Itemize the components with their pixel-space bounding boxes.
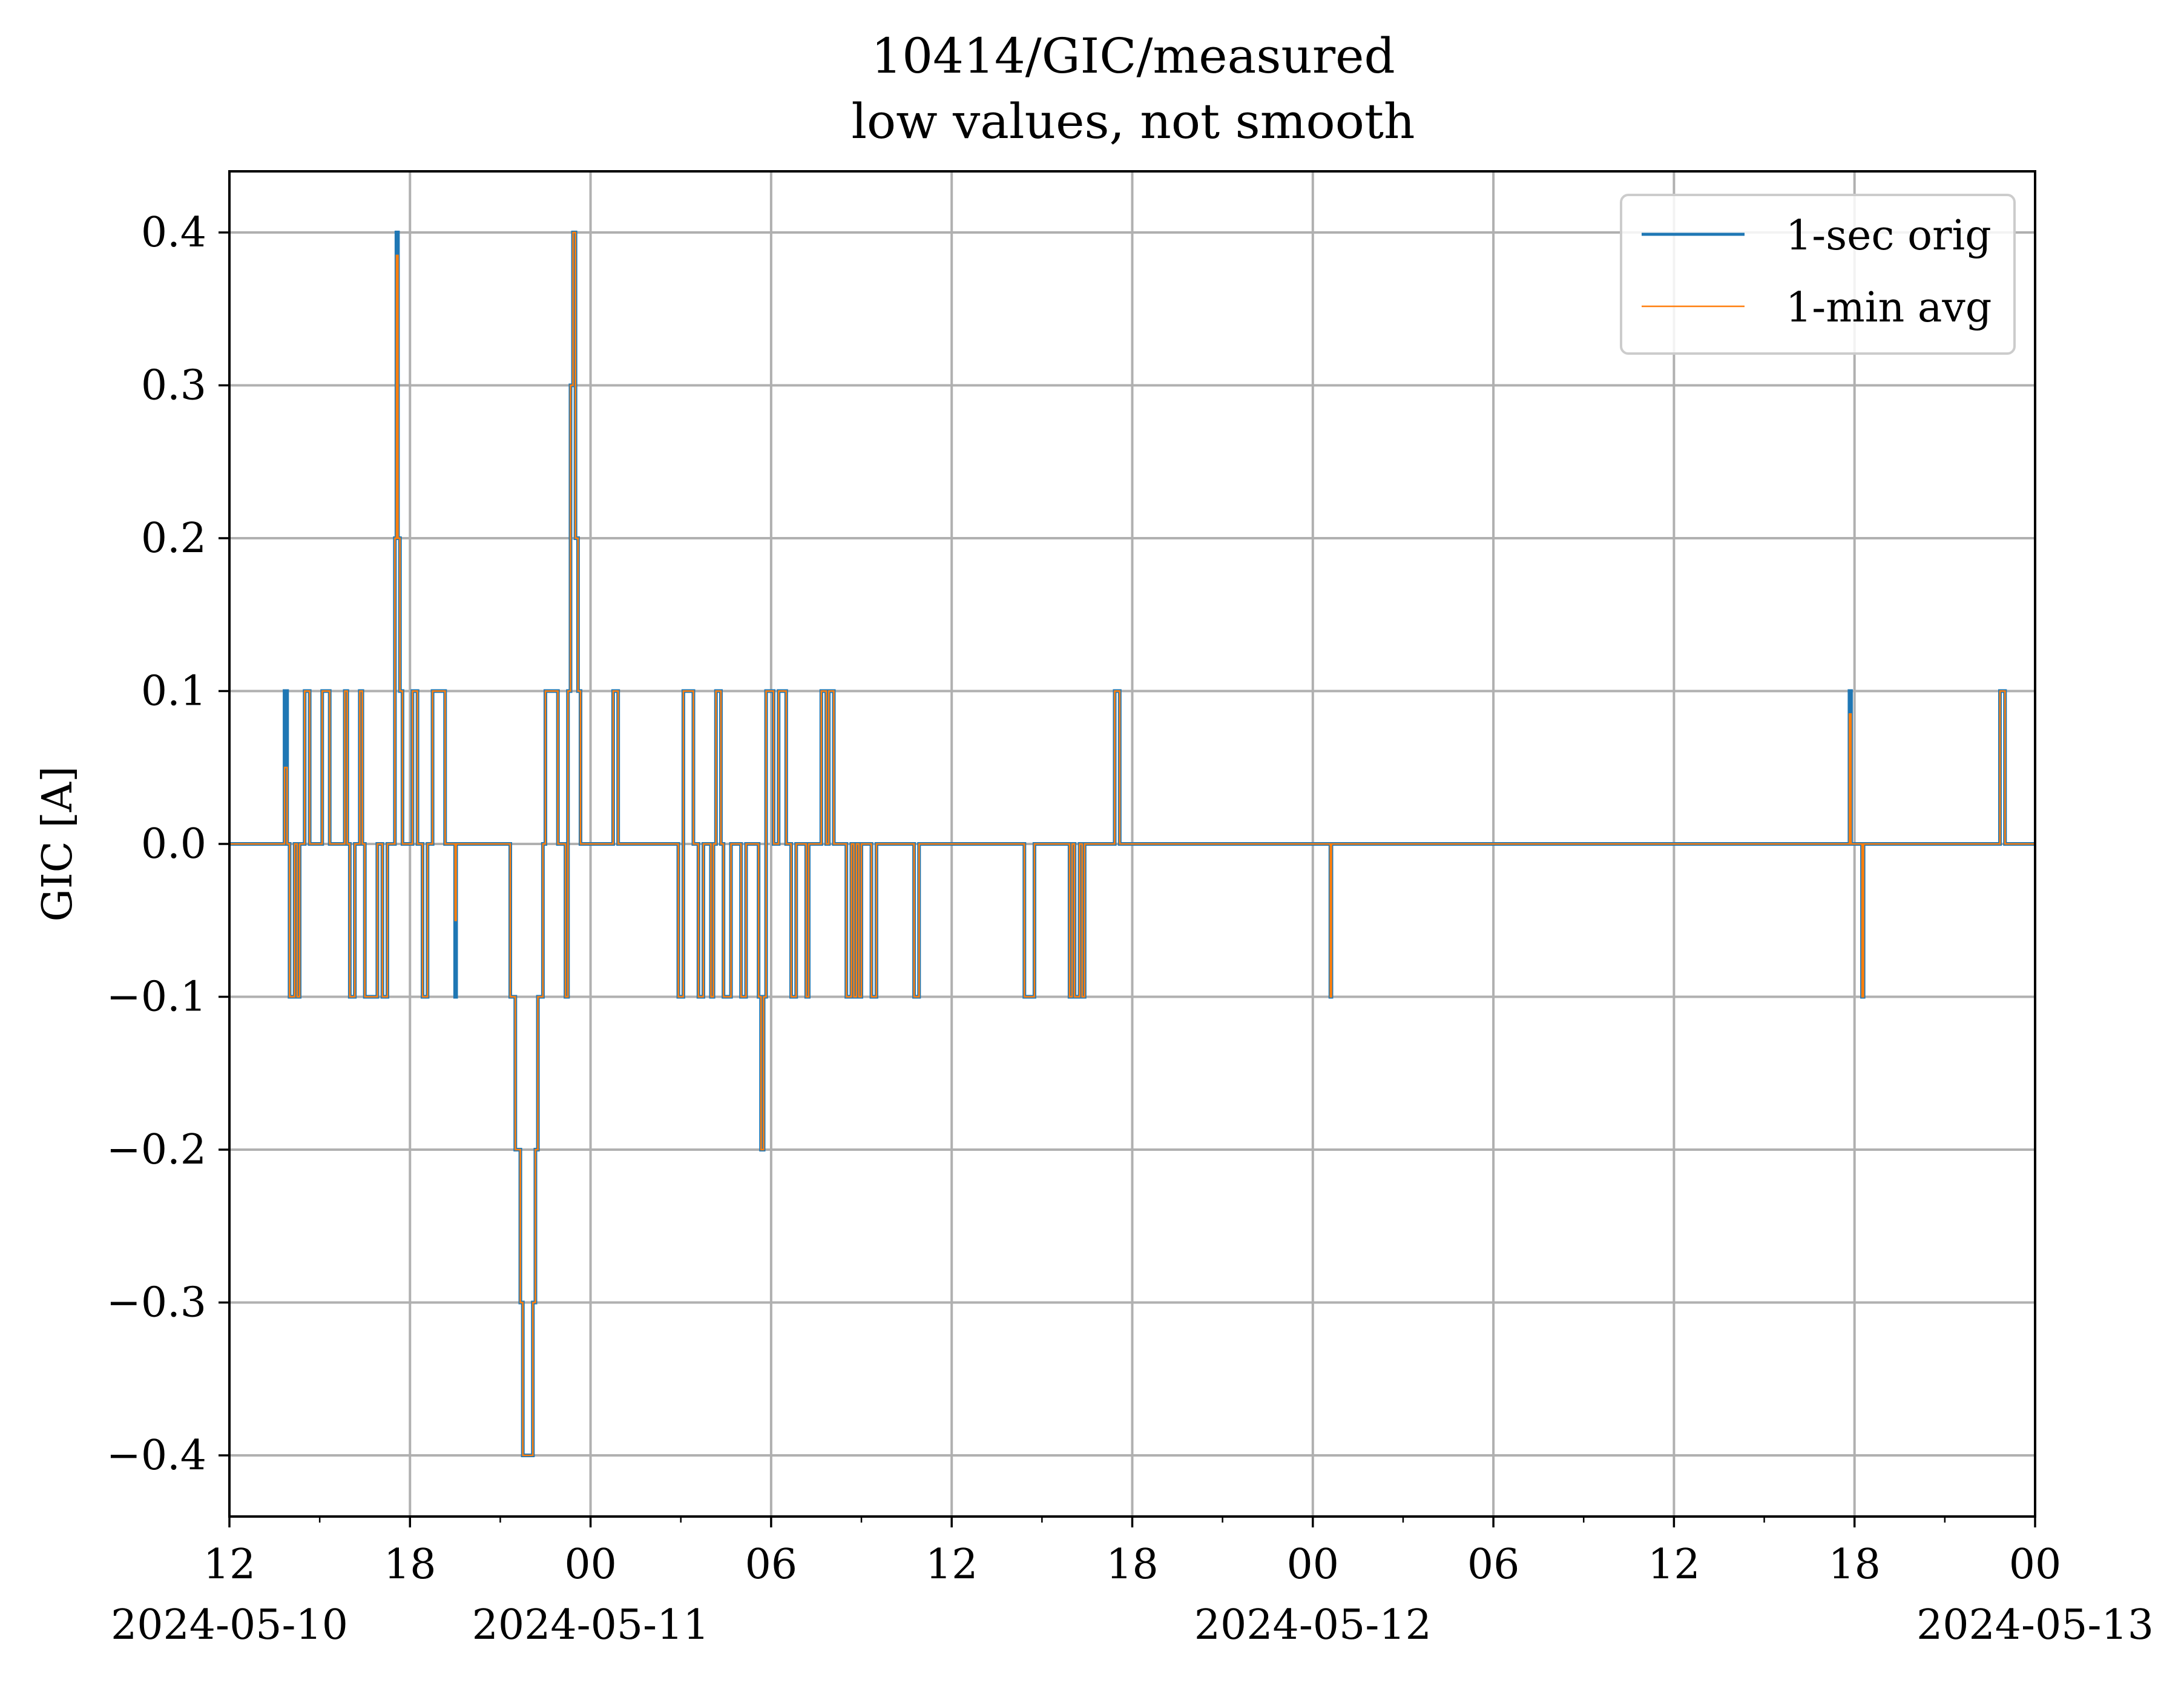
x-tick-label: 00 bbox=[1287, 1541, 1340, 1589]
y-tick-label: −0.2 bbox=[107, 1126, 206, 1174]
y-tick-label: 0.2 bbox=[141, 515, 206, 562]
y-tick-label: 0.4 bbox=[141, 209, 206, 257]
legend-label-1-min-avg: 1-min avg bbox=[1786, 284, 1992, 332]
y-tick-label: 0.1 bbox=[141, 668, 206, 716]
x-tick-label: 12 bbox=[1648, 1541, 1700, 1589]
x-tick-label: 06 bbox=[1467, 1541, 1520, 1589]
series-1-min-avg bbox=[229, 231, 2035, 1457]
y-tick-label: 0.0 bbox=[141, 820, 206, 868]
y-tick-label: −0.4 bbox=[107, 1432, 206, 1480]
series-lines bbox=[229, 231, 2035, 1457]
legend-label-1-sec-orig: 1-sec orig bbox=[1786, 212, 1992, 260]
x-date-label: 2024-05-13 bbox=[1916, 1601, 2154, 1649]
legend: 1-sec orig 1-min avg bbox=[1620, 194, 2016, 355]
x-tick-label: 00 bbox=[564, 1541, 617, 1589]
x-tick-label: 18 bbox=[1828, 1541, 1881, 1589]
y-tick-label: −0.3 bbox=[107, 1279, 206, 1327]
x-date-label: 2024-05-12 bbox=[1194, 1601, 1432, 1649]
x-tick-label: 12 bbox=[203, 1541, 256, 1589]
y-tick-label: −0.1 bbox=[107, 973, 206, 1021]
y-axis-label: GIC [A] bbox=[34, 766, 82, 922]
y-tick-label: 0.3 bbox=[141, 362, 206, 410]
x-tick-label: 06 bbox=[745, 1541, 798, 1589]
chart-title: 10414/GIC/measured bbox=[871, 28, 1395, 84]
chart-subtitle: low values, not smooth bbox=[851, 93, 1415, 150]
x-date-label: 2024-05-10 bbox=[111, 1601, 348, 1649]
x-tick-label: 00 bbox=[2009, 1541, 2062, 1589]
axis-ticks: −0.4 −0.3 −0.2 −0.1 0.0 0.1 0.2 0.3 0.4 12 2024-05… bbox=[107, 209, 2154, 1649]
x-tick-label: 18 bbox=[384, 1541, 436, 1589]
x-tick-label: 18 bbox=[1106, 1541, 1159, 1589]
x-tick-label: 12 bbox=[926, 1541, 978, 1589]
x-date-label: 2024-05-11 bbox=[472, 1601, 709, 1649]
